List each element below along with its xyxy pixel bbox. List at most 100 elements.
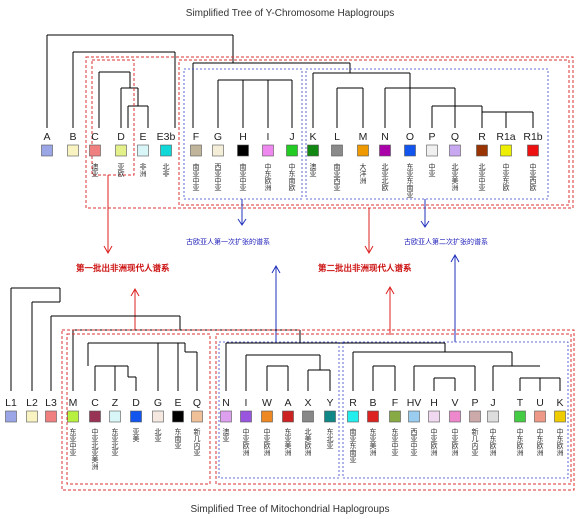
mt-haplogroup-label: J <box>490 397 495 409</box>
y-haplogroup-c: C 澳亚 <box>89 131 101 177</box>
mt-haplogroup-r: R 南亚东南亚 <box>347 397 359 463</box>
mt-haplogroup-color-swatch <box>428 410 440 423</box>
mt-second-expansion-box <box>342 341 569 479</box>
mt-haplogroup-g: G 北亚 <box>152 397 164 442</box>
mt-haplogroup-b: B 东亚美洲 <box>367 397 379 456</box>
y-haplogroup-label: N <box>381 131 389 143</box>
mt-haplogroup-color-swatch <box>5 410 17 423</box>
y-haplogroup-color-swatch <box>449 144 461 157</box>
mt-haplogroup-color-swatch <box>191 410 203 423</box>
second-exodus-label: 第二批出非洲现代人谱系 <box>318 263 412 274</box>
mt-haplogroup-z: Z 东亚北亚 <box>109 397 121 456</box>
y-haplogroup-label: K <box>309 131 316 143</box>
mt-haplogroup-label: H <box>430 397 438 409</box>
y-haplogroup-label: C <box>91 131 99 143</box>
mt-tree-title: Simplified Tree of Mitochondrial Haplogr… <box>191 504 390 515</box>
y-haplogroup-color-swatch <box>307 144 319 157</box>
y-haplogroup-label: A <box>43 131 50 143</box>
mt-haplogroup-region: 东北亚 <box>326 427 334 449</box>
mt-haplogroup-label: L3 <box>45 397 57 409</box>
mt-haplogroup-l2: L2 <box>26 397 38 423</box>
y-haplogroup-region: 北亚中亚 <box>478 163 486 191</box>
y-haplogroup-h: H 南亚中亚 <box>237 131 249 191</box>
y-haplogroup-region: 东亚东南亚 <box>406 162 414 198</box>
mt-haplogroup-color-swatch <box>469 410 481 423</box>
mt-haplogroup-label: Q <box>193 397 201 409</box>
y-haplogroup-color-swatch <box>262 144 274 157</box>
mt-haplogroup-label: D <box>132 397 140 409</box>
y-haplogroup-color-swatch <box>357 144 369 157</box>
mt-haplogroup-color-swatch <box>45 410 57 423</box>
mt-haplogroup-region: 中亚欧洲 <box>242 427 250 456</box>
mt-haplogroup-y: Y 东北亚 <box>324 397 336 449</box>
y-haplogroup-row: A B C 澳亚 D 亚欧 E 非洲 E3b 北非 F 南亚中亚 G 西亚中亚 H 南亚中亚 I 中东欧洲 J 中东南… <box>41 131 543 198</box>
y-haplogroup-label: O <box>406 131 414 143</box>
y-haplogroup-label: E3b <box>157 131 176 143</box>
y-haplogroup-color-swatch <box>237 144 249 157</box>
mt-haplogroup-color-swatch <box>67 410 79 423</box>
mt-haplogroup-region: 中东欧洲 <box>516 427 524 456</box>
mt-first-exodus-box <box>61 329 575 491</box>
first-expansion-label: 古欧亚人第一次扩张的谱系 <box>186 237 270 246</box>
y-haplogroup-label: G <box>214 131 222 143</box>
mt-haplogroup-label: Y <box>326 397 333 409</box>
y-haplogroup-color-swatch <box>527 144 539 157</box>
mt-haplogroup-color-swatch <box>449 410 461 423</box>
mt-haplogroup-j: J 中东欧洲 <box>487 397 499 456</box>
y-haplogroup-label: F <box>193 131 199 143</box>
mt-haplogroup-region: 新几内亚 <box>193 427 201 456</box>
y-haplogroup-region: 大洋洲 <box>359 162 367 184</box>
mt-haplogroup-region: 新几内亚 <box>471 427 479 456</box>
mt-haplogroup-color-swatch <box>534 410 546 423</box>
mt-haplogroup-region: 中亚欧洲 <box>263 427 271 456</box>
y-haplogroup-region: 西亚中亚 <box>214 163 222 191</box>
y-haplogroup-l: L 南亚西亚 <box>331 131 343 191</box>
mt-haplogroup-p: P 新几内亚 <box>469 397 481 456</box>
mt-tree-lines <box>10 287 561 391</box>
y-haplogroup-region: 南亚中亚 <box>239 162 247 191</box>
mt-haplogroup-color-swatch <box>109 410 121 423</box>
y-haplogroup-region: 中亚西欧 <box>529 162 537 192</box>
mt-haplogroup-label: E <box>174 397 181 409</box>
mt-haplogroup-color-swatch <box>367 410 379 423</box>
mt-first-expansion-box <box>218 341 340 479</box>
mt-haplogroup-region: 中东欧洲 <box>536 427 544 456</box>
mt-haplogroup-hv: HV 西亚中亚 <box>407 397 422 456</box>
y-haplogroup-color-swatch <box>137 144 149 157</box>
y-haplogroup-label: M <box>359 131 368 143</box>
mt-haplogroup-q: Q 新几内亚 <box>191 397 203 456</box>
arrows <box>103 175 460 342</box>
mt-haplogroup-label: F <box>392 397 398 409</box>
y-haplogroup-a: A <box>41 131 53 157</box>
y-haplogroup-b: B <box>67 131 79 157</box>
y-haplogroup-label: R1a <box>496 131 515 143</box>
y-haplogroup-q: Q 北亚美洲 <box>449 131 461 191</box>
mt-second-exodus-box <box>215 333 572 485</box>
y-haplogroup-r: R 北亚中亚 <box>476 131 488 191</box>
y-haplogroup-color-swatch <box>426 144 438 157</box>
mt-haplogroup-label: T <box>517 397 524 409</box>
y-haplogroup-color-swatch <box>115 144 127 157</box>
mt-haplogroup-region: 东亚中亚 <box>69 427 77 456</box>
y-haplogroup-color-swatch <box>379 144 391 157</box>
mt-haplogroup-c: C 中亚北亚美洲 <box>89 397 101 470</box>
y-haplogroup-label: Q <box>451 131 459 143</box>
mt-haplogroup-color-swatch <box>89 410 101 423</box>
y-haplogroup-r1a: R1a 中亚东欧 <box>496 131 515 192</box>
mt-haplogroup-region: 东南亚 <box>174 427 182 449</box>
y-cd-box <box>91 59 135 176</box>
mt-haplogroup-label: U <box>536 397 544 409</box>
mt-haplogroup-t: T 中东欧洲 <box>514 397 526 456</box>
y-haplogroup-k: K 澳亚 <box>307 131 319 177</box>
mt-haplogroup-region: 西亚中亚 <box>410 428 418 456</box>
mt-haplogroup-label: L2 <box>26 397 38 409</box>
second-expansion-label: 古欧亚人第二次扩张的谱系 <box>404 237 488 246</box>
mt-haplogroup-region: 亚美 <box>132 428 140 443</box>
y-haplogroup-region: 中东欧洲 <box>264 162 272 191</box>
mt-haplogroup-i: I 中亚欧洲 <box>240 397 252 456</box>
mt-haplogroup-region: 澳亚 <box>222 427 230 442</box>
y-haplogroup-e: E 非洲 <box>137 131 149 177</box>
mt-haplogroup-label: R <box>349 397 357 409</box>
y-haplogroup-color-swatch <box>404 144 416 157</box>
